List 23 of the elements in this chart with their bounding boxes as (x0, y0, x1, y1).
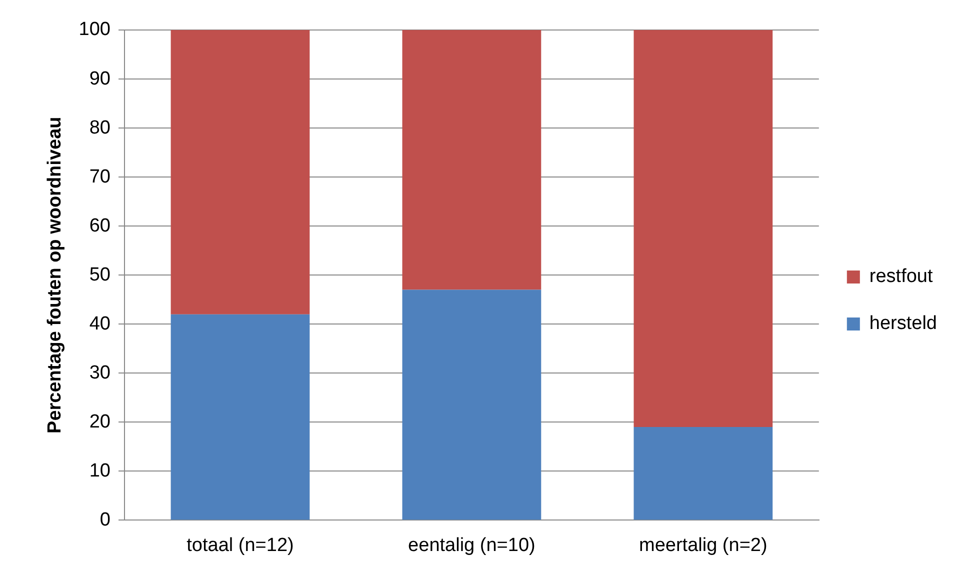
legend-label: hersteld (869, 313, 938, 334)
x-tick-label: totaal (n=12) (186, 534, 294, 556)
y-tick-label: 60 (89, 215, 110, 236)
bar (634, 427, 773, 520)
bar (170, 314, 310, 520)
x-tick-label: eentalig (n=10) (408, 534, 536, 556)
bar (402, 290, 542, 520)
legend-label: restfout (869, 266, 934, 288)
bar (634, 30, 773, 428)
bar (402, 30, 542, 290)
y-tick-label: 30 (89, 362, 110, 384)
y-tick-label: 100 (78, 19, 110, 40)
x-tick-label: meertalig (n=2) (639, 534, 768, 556)
y-tick-label: 90 (89, 68, 110, 90)
y-tick-label: 80 (89, 117, 110, 138)
y-tick-label: 0 (100, 509, 110, 530)
bar (170, 30, 310, 314)
y-tick-label: 10 (89, 460, 110, 482)
y-tick-label: 40 (89, 313, 110, 334)
y-axis-title: Percentage fouten op woordniveau (44, 116, 66, 434)
y-tick-label: 70 (89, 166, 110, 188)
y-tick-label: 20 (89, 411, 110, 432)
y-tick-label: 50 (89, 264, 110, 286)
